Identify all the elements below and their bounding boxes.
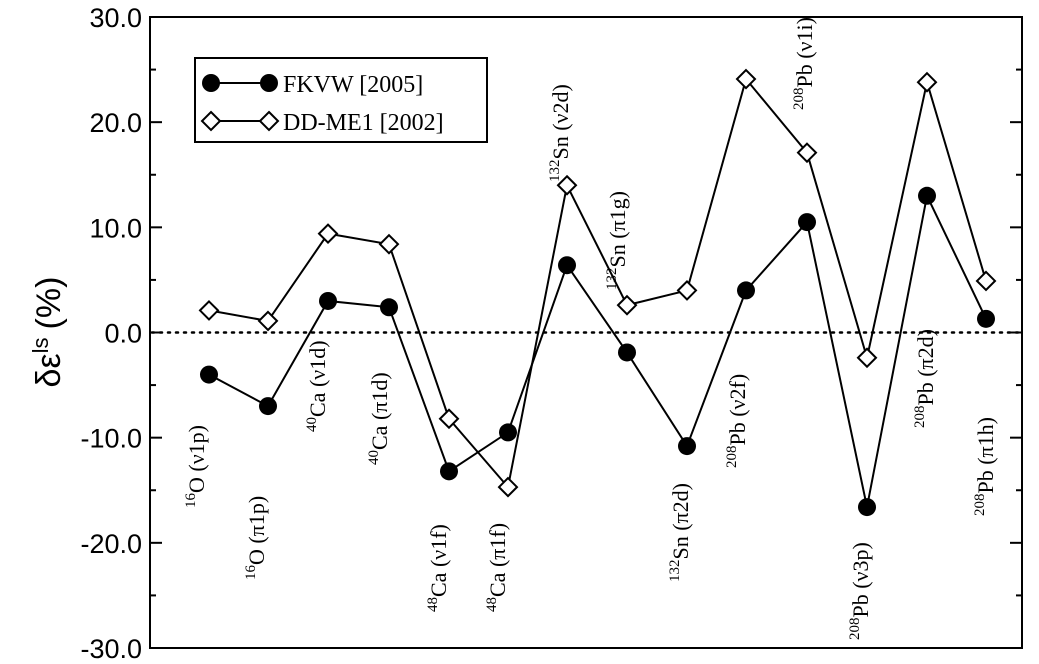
y-axis-label-unit: (%) — [30, 277, 68, 330]
y-ticks — [150, 68, 1022, 597]
data-point-fkvw — [259, 397, 277, 416]
data-point-ddme1 — [856, 347, 878, 369]
y-axis-label-superscript: ls — [28, 337, 53, 353]
point-label-superscript: 48 — [484, 597, 500, 612]
point-label-text: Sn (π1g) — [605, 191, 630, 268]
point-label-superscript: 16 — [243, 565, 259, 581]
point-label-superscript: 16 — [183, 493, 199, 509]
data-point-fkvw — [558, 256, 576, 275]
data-point-ddme1 — [497, 476, 519, 498]
data-point-ddme1 — [438, 408, 460, 430]
point-label: 132Sn (π2d) — [667, 483, 693, 582]
point-label-superscript: 208 — [724, 446, 740, 469]
series-line-ddme1 — [208, 76, 987, 490]
y-axis-label-base: δε — [30, 353, 68, 387]
point-label-text: Ca (ν1f) — [426, 524, 451, 597]
data-point-ddme1 — [975, 270, 997, 292]
y-tick-label: 10.0 — [89, 213, 142, 243]
data-point-ddme1 — [735, 68, 757, 90]
legend: FKVW [2005] DD-ME1 [2002] — [194, 57, 488, 143]
point-labels: 16O (ν1p)16O (π1p)40Ca (ν1d)40Ca (π1d)48… — [183, 17, 998, 640]
point-label-text: Sn (ν2d) — [548, 84, 573, 159]
point-label-text: Ca (ν1d) — [305, 340, 330, 417]
data-point-ddme1 — [257, 310, 279, 332]
point-label: 208Pb (ν1i) — [791, 17, 817, 110]
point-label: 208Pb (π2d) — [912, 329, 938, 428]
y-tick-label: -10.0 — [80, 424, 142, 454]
point-label-superscript: 40 — [366, 450, 382, 465]
point-label-text: Pb (ν3p) — [848, 542, 873, 617]
data-point-fkvw — [200, 365, 218, 384]
data-point-fkvw — [440, 462, 458, 481]
y-axis-label: δεls (%) — [28, 277, 69, 388]
y-tick-label: -20.0 — [80, 529, 142, 559]
y-tick-label: -30.0 — [80, 634, 142, 664]
point-label: 132Sn (π1g) — [604, 191, 630, 290]
data-point-fkvw — [499, 423, 517, 442]
point-label-superscript: 208 — [791, 88, 807, 111]
y-tick-label: 30.0 — [89, 3, 142, 33]
data-point-fkvw — [319, 291, 337, 310]
point-label-text: Pb (ν1i) — [792, 17, 817, 87]
data-point-fkvw — [618, 343, 636, 362]
point-label: 208Pb (ν3p) — [847, 542, 873, 640]
point-label-text: Pb (π2d) — [913, 329, 938, 406]
point-label: 48Ca (ν1f) — [425, 524, 451, 612]
legend-label-ddme1: DD-ME1 [2002] — [283, 110, 444, 136]
point-label-superscript: 208 — [972, 494, 988, 517]
data-point-ddme1 — [616, 294, 638, 316]
data-point-fkvw — [918, 186, 936, 205]
point-label-text: Ca (π1f) — [485, 523, 510, 597]
point-label: 132Sn (ν2d) — [547, 84, 573, 182]
point-label-superscript: 208 — [847, 618, 863, 641]
point-label-text: Pb (ν2f) — [725, 374, 750, 446]
legend-marker-fkvw — [260, 74, 278, 92]
legend-marker-ddme1 — [200, 110, 222, 132]
series-line-fkvw — [208, 192, 987, 508]
data-point-ddme1 — [378, 233, 400, 255]
data-point-fkvw — [977, 309, 995, 328]
data-point-fkvw — [678, 437, 696, 456]
point-label: 16O (ν1p) — [183, 425, 209, 508]
data-point-fkvw — [737, 281, 755, 300]
point-label-text: O (π1p) — [244, 496, 269, 565]
point-label: 208Pb (ν2f) — [724, 374, 750, 468]
data-point-ddme1 — [556, 174, 578, 196]
legend-marker-fkvw — [202, 74, 220, 92]
point-label-superscript: 132 — [547, 160, 563, 183]
point-label: 40Ca (π1d) — [366, 372, 392, 465]
point-label-superscript: 208 — [912, 406, 928, 429]
data-point-fkvw — [798, 213, 816, 232]
point-label-text: O (ν1p) — [184, 425, 209, 493]
legend-box — [194, 57, 488, 143]
series-layer — [198, 68, 997, 517]
data-point-fkvw — [380, 298, 398, 317]
data-point-ddme1 — [916, 71, 938, 93]
point-label: 48Ca (π1f) — [484, 523, 510, 612]
data-point-ddme1 — [317, 223, 339, 245]
y-tick-labels: -30.0 -20.0 -10.0 0.0 10.0 20.0 30.0 — [80, 3, 142, 664]
data-point-ddme1 — [676, 280, 698, 301]
legend-marker-ddme1 — [258, 110, 280, 132]
point-label-text: Sn (π2d) — [668, 483, 693, 560]
data-point-fkvw — [858, 498, 876, 517]
point-label: 16O (π1p) — [243, 496, 269, 580]
point-label-superscript: 48 — [425, 597, 441, 612]
y-tick-label: 20.0 — [89, 108, 142, 138]
point-label-text: Ca (π1d) — [367, 372, 392, 450]
data-point-ddme1 — [796, 142, 818, 164]
point-label: 208Pb (π1h) — [972, 417, 998, 516]
point-label-superscript: 132 — [604, 268, 620, 291]
point-label-text: Pb (π1h) — [973, 417, 998, 494]
data-point-ddme1 — [198, 300, 220, 321]
point-label-superscript: 132 — [667, 560, 683, 583]
point-label-superscript: 40 — [304, 417, 320, 432]
legend-label-fkvw: FKVW [2005] — [283, 72, 423, 98]
point-label: 40Ca (ν1d) — [304, 340, 330, 432]
y-tick-label: 0.0 — [104, 319, 142, 349]
